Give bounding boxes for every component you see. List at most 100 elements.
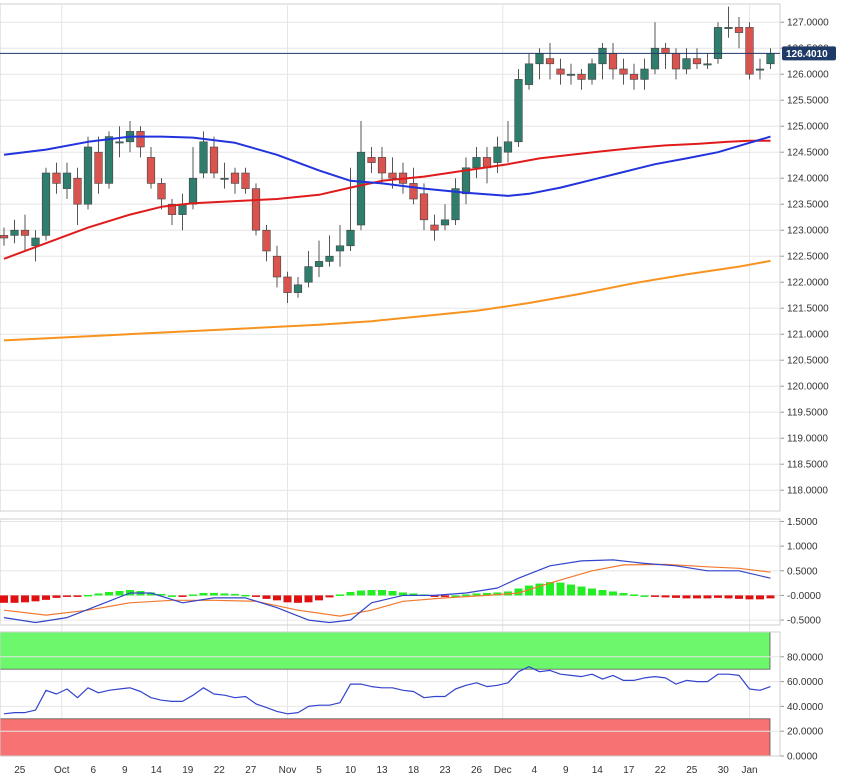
candle (94, 136, 103, 194)
macd-histogram-bar (441, 595, 449, 597)
macd-histogram-bar (388, 590, 397, 596)
candle (556, 58, 565, 85)
y-tick-label: 127.0000 (787, 18, 829, 29)
macd-histogram-bar (451, 595, 460, 597)
macd-histogram-bar (10, 595, 19, 603)
macd-histogram-bar (493, 592, 502, 596)
candle-body (41, 172, 51, 236)
macd-line (3, 559, 771, 624)
y-tick-label: 124.0000 (787, 174, 829, 185)
candle-body (335, 245, 345, 252)
y-tick-label: -0.0000 (787, 591, 821, 602)
macd-histogram-bar (378, 589, 386, 596)
candle-body (356, 151, 366, 226)
candle-body (472, 157, 481, 169)
sma-mid-line (3, 139, 771, 260)
candle (136, 126, 145, 158)
candle (388, 157, 397, 189)
candle-body (430, 224, 439, 231)
candle-body (220, 177, 229, 180)
candle-body (293, 284, 303, 293)
candle (367, 147, 376, 173)
date-label: Oct (54, 765, 70, 776)
candle-body (713, 27, 723, 59)
candle (157, 178, 166, 210)
macd-histogram-bar (262, 595, 271, 599)
candle-body (514, 79, 523, 143)
y-tick-label: 125.5000 (787, 96, 829, 107)
candle-body (146, 157, 156, 184)
candle-body (577, 73, 586, 80)
candle (503, 121, 513, 163)
macd-histogram-bar (651, 595, 659, 597)
macd-histogram-bar (735, 595, 743, 599)
macd-histogram-bar (336, 594, 344, 596)
candle-body (367, 157, 376, 163)
candle (661, 43, 670, 69)
macd-histogram-bar (52, 595, 61, 598)
macd-histogram-bar (178, 595, 187, 597)
macd-histogram-bar (703, 595, 712, 599)
y-tick-label: 1.0000 (787, 542, 818, 553)
candle-body (766, 53, 775, 65)
candle (10, 219, 19, 244)
date-label: 5 (316, 765, 322, 776)
date-label: 26 (471, 765, 483, 776)
candle (20, 214, 30, 251)
candle-body (272, 255, 282, 278)
candle-body (157, 183, 166, 200)
candle-body (241, 172, 250, 189)
date-label: 9 (122, 765, 128, 776)
last-price-badge (782, 46, 836, 61)
macd-histogram-bar (304, 595, 313, 603)
panel-frame (0, 518, 781, 626)
candle-body (545, 58, 555, 65)
macd-histogram-bar (241, 594, 250, 597)
date-label: 27 (245, 765, 257, 776)
date-label: 4 (531, 765, 537, 776)
date-label: 17 (623, 765, 635, 776)
candle (451, 178, 460, 225)
macd-histogram-bar (315, 595, 323, 601)
macd-histogram-bar (94, 593, 103, 596)
candle (283, 271, 292, 303)
candle-body (692, 58, 702, 65)
macd-histogram-bar (273, 595, 281, 601)
macd-histogram-bar (357, 590, 365, 596)
candle-body (10, 229, 19, 236)
candle (629, 63, 639, 90)
macd-histogram-bar (220, 593, 229, 596)
candle (545, 43, 555, 80)
macd-histogram-bar (640, 595, 649, 597)
y-tick-label: 40.0000 (787, 702, 824, 713)
candle-body (94, 151, 103, 184)
candle (314, 240, 324, 277)
candle-body (31, 237, 40, 247)
date-label: 18 (408, 765, 420, 776)
macd-histogram-bar (745, 595, 754, 600)
macd-histogram-bar (367, 589, 376, 596)
last-price-label: 126.4010 (786, 49, 828, 60)
candle (703, 53, 712, 69)
macd-histogram-bar (462, 594, 470, 596)
macd-histogram-bar (115, 590, 124, 596)
overbought-zone (0, 631, 771, 670)
candle-body (587, 63, 597, 80)
candle (335, 225, 345, 267)
y-tick-label: 0.0000 (787, 752, 818, 763)
date-axis: 25 Oct 6 9 14 19 22 27 Nov 5 10 13 18 23 26 Dec 4 9 14 17 22… (14, 765, 757, 776)
date-label: Jan (741, 765, 757, 776)
candle-body (524, 63, 534, 85)
candle (293, 277, 303, 298)
candle (146, 147, 156, 189)
candle (262, 225, 271, 262)
candle-body (115, 141, 124, 144)
date-label: 6 (90, 765, 96, 776)
macd-histogram-bar (63, 595, 71, 597)
candle (62, 162, 72, 199)
candle (304, 251, 313, 288)
candle (598, 43, 607, 80)
date-label: Dec (494, 765, 512, 776)
macd-histogram-bar (31, 595, 40, 602)
panel-frame (0, 631, 781, 757)
